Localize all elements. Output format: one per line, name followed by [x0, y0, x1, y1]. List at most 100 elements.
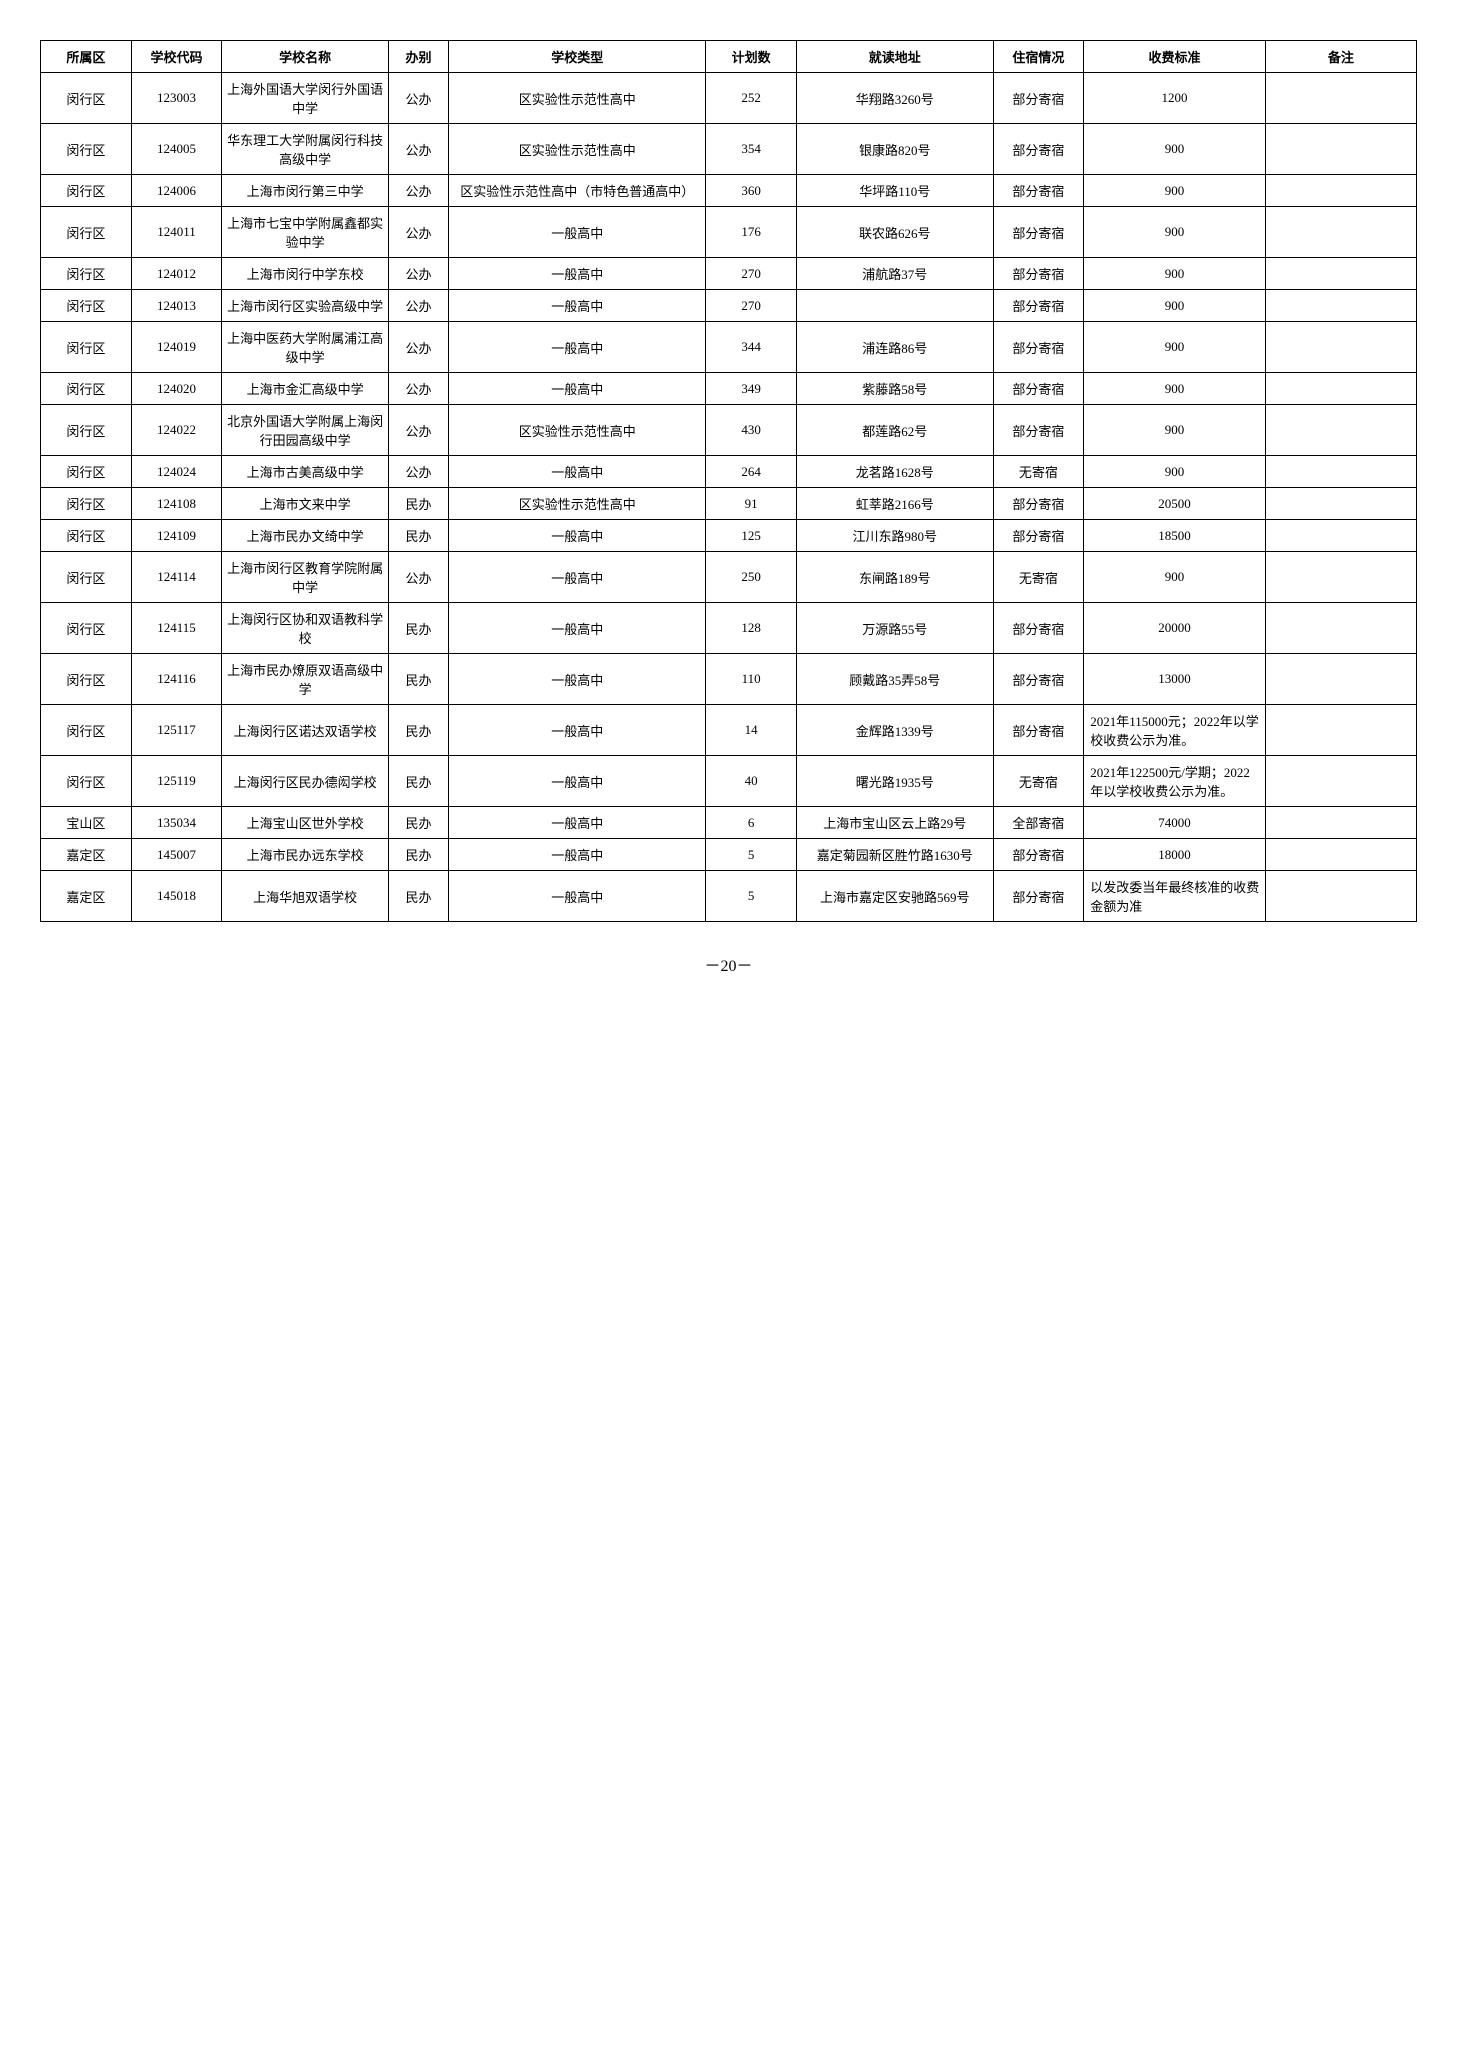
cell-category: 公办	[388, 258, 448, 290]
header-code: 学校代码	[131, 41, 222, 73]
cell-address: 上海市嘉定区安驰路569号	[796, 871, 993, 922]
cell-fee: 18500	[1084, 520, 1265, 552]
cell-note	[1265, 705, 1416, 756]
cell-code: 124115	[131, 603, 222, 654]
table-row: 闵行区124115上海闵行区协和双语教科学校民办一般高中128万源路55号部分寄…	[41, 603, 1417, 654]
cell-note	[1265, 603, 1416, 654]
cell-address: 万源路55号	[796, 603, 993, 654]
cell-note	[1265, 175, 1416, 207]
cell-boarding: 部分寄宿	[993, 175, 1084, 207]
table-row: 闵行区124019上海中医药大学附属浦江高级中学公办一般高中344浦连路86号部…	[41, 322, 1417, 373]
cell-category: 民办	[388, 839, 448, 871]
cell-boarding: 部分寄宿	[993, 520, 1084, 552]
cell-category: 民办	[388, 603, 448, 654]
cell-name: 上海中医药大学附属浦江高级中学	[222, 322, 388, 373]
header-district: 所属区	[41, 41, 132, 73]
cell-category: 公办	[388, 405, 448, 456]
cell-name: 上海市民办文绮中学	[222, 520, 388, 552]
cell-type: 一般高中	[449, 839, 706, 871]
cell-plan: 349	[706, 373, 797, 405]
cell-note	[1265, 456, 1416, 488]
cell-code: 145007	[131, 839, 222, 871]
cell-plan: 91	[706, 488, 797, 520]
cell-district: 闵行区	[41, 207, 132, 258]
cell-boarding: 部分寄宿	[993, 290, 1084, 322]
cell-code: 124011	[131, 207, 222, 258]
cell-note	[1265, 258, 1416, 290]
cell-note	[1265, 207, 1416, 258]
header-address: 就读地址	[796, 41, 993, 73]
cell-category: 民办	[388, 756, 448, 807]
cell-type: 一般高中	[449, 756, 706, 807]
cell-address: 紫藤路58号	[796, 373, 993, 405]
table-row: 闵行区124024上海市古美高级中学公办一般高中264龙茗路1628号无寄宿90…	[41, 456, 1417, 488]
cell-category: 公办	[388, 373, 448, 405]
cell-address	[796, 290, 993, 322]
cell-boarding: 全部寄宿	[993, 807, 1084, 839]
cell-code: 125119	[131, 756, 222, 807]
cell-fee: 900	[1084, 175, 1265, 207]
cell-name: 北京外国语大学附属上海闵行田园高级中学	[222, 405, 388, 456]
cell-address: 上海市宝山区云上路29号	[796, 807, 993, 839]
cell-plan: 252	[706, 73, 797, 124]
cell-type: 一般高中	[449, 654, 706, 705]
cell-fee: 2021年115000元；2022年以学校收费公示为准。	[1084, 705, 1265, 756]
table-row: 嘉定区145018上海华旭双语学校民办一般高中5上海市嘉定区安驰路569号部分寄…	[41, 871, 1417, 922]
cell-note	[1265, 73, 1416, 124]
cell-note	[1265, 373, 1416, 405]
cell-plan: 128	[706, 603, 797, 654]
cell-district: 闵行区	[41, 603, 132, 654]
cell-type: 一般高中	[449, 520, 706, 552]
cell-name: 上海华旭双语学校	[222, 871, 388, 922]
cell-district: 闵行区	[41, 552, 132, 603]
cell-type: 区实验性示范性高中	[449, 405, 706, 456]
cell-note	[1265, 488, 1416, 520]
header-type: 学校类型	[449, 41, 706, 73]
cell-type: 区实验性示范性高中	[449, 73, 706, 124]
cell-district: 闵行区	[41, 175, 132, 207]
cell-fee: 900	[1084, 124, 1265, 175]
cell-boarding: 部分寄宿	[993, 871, 1084, 922]
cell-category: 民办	[388, 705, 448, 756]
cell-name: 上海市七宝中学附属鑫都实验中学	[222, 207, 388, 258]
cell-fee: 900	[1084, 290, 1265, 322]
cell-category: 公办	[388, 207, 448, 258]
cell-category: 公办	[388, 290, 448, 322]
cell-note	[1265, 322, 1416, 373]
cell-type: 一般高中	[449, 322, 706, 373]
cell-fee: 1200	[1084, 73, 1265, 124]
cell-boarding: 部分寄宿	[993, 603, 1084, 654]
cell-plan: 430	[706, 405, 797, 456]
cell-name: 上海市古美高级中学	[222, 456, 388, 488]
cell-category: 公办	[388, 124, 448, 175]
table-row: 闵行区125119上海闵行区民办德闳学校民办一般高中40曙光路1935号无寄宿2…	[41, 756, 1417, 807]
cell-code: 145018	[131, 871, 222, 922]
cell-fee: 900	[1084, 456, 1265, 488]
cell-boarding: 部分寄宿	[993, 654, 1084, 705]
cell-note	[1265, 124, 1416, 175]
cell-type: 一般高中	[449, 603, 706, 654]
cell-category: 公办	[388, 73, 448, 124]
cell-plan: 270	[706, 290, 797, 322]
cell-address: 联农路626号	[796, 207, 993, 258]
cell-plan: 360	[706, 175, 797, 207]
cell-plan: 270	[706, 258, 797, 290]
cell-district: 闵行区	[41, 488, 132, 520]
cell-category: 公办	[388, 175, 448, 207]
cell-code: 124006	[131, 175, 222, 207]
cell-name: 上海市金汇高级中学	[222, 373, 388, 405]
cell-code: 124013	[131, 290, 222, 322]
cell-district: 闵行区	[41, 520, 132, 552]
cell-code: 135034	[131, 807, 222, 839]
cell-plan: 344	[706, 322, 797, 373]
cell-fee: 900	[1084, 373, 1265, 405]
cell-fee: 20000	[1084, 603, 1265, 654]
header-name: 学校名称	[222, 41, 388, 73]
cell-name: 华东理工大学附属闵行科技高级中学	[222, 124, 388, 175]
cell-fee: 900	[1084, 258, 1265, 290]
cell-plan: 6	[706, 807, 797, 839]
cell-type: 一般高中	[449, 290, 706, 322]
table-row: 闵行区124114上海市闵行区教育学院附属中学公办一般高中250东闸路189号无…	[41, 552, 1417, 603]
cell-note	[1265, 405, 1416, 456]
cell-type: 一般高中	[449, 456, 706, 488]
